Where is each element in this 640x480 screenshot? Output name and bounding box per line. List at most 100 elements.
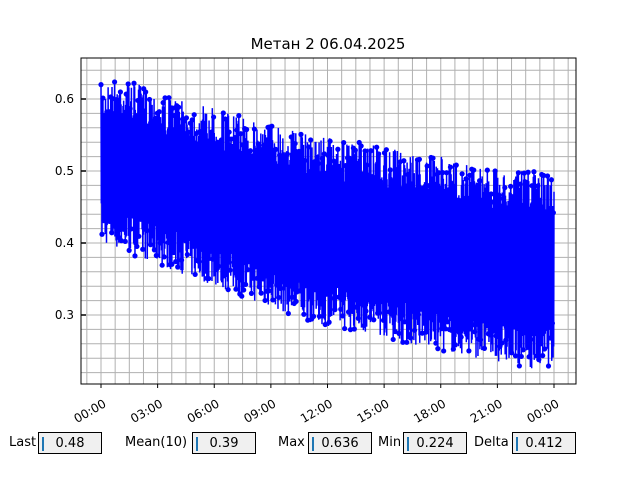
data-point	[340, 313, 346, 319]
data-point	[462, 324, 468, 330]
x-tick-label: 21:00	[468, 396, 505, 425]
data-point	[234, 127, 240, 133]
data-point	[364, 162, 370, 168]
data-point	[229, 248, 235, 255]
data-point	[133, 112, 139, 119]
data-point	[144, 123, 151, 129]
data-point	[405, 171, 411, 178]
data-point	[481, 345, 488, 351]
data-point	[488, 191, 494, 197]
data-point	[207, 144, 213, 151]
data-point	[423, 329, 429, 335]
x-tick-label: 00:00	[72, 396, 109, 425]
data-point	[465, 195, 471, 201]
data-point	[240, 142, 246, 148]
data-point	[134, 243, 140, 250]
data-point	[99, 231, 105, 237]
data-point	[310, 313, 317, 319]
max-value-field[interactable]: 0.636	[308, 432, 372, 454]
data-point	[508, 183, 514, 189]
data-point	[285, 310, 291, 317]
data-point	[122, 238, 128, 245]
data-point	[337, 175, 343, 181]
mean-value-field[interactable]: 0.39	[192, 432, 256, 454]
data-point	[354, 169, 360, 176]
data-point	[135, 97, 141, 104]
data-point	[211, 114, 217, 120]
data-point	[451, 183, 457, 189]
data-point	[479, 318, 486, 324]
data-point	[161, 254, 167, 260]
data-point	[373, 299, 379, 305]
data-point	[314, 278, 321, 284]
data-point	[351, 326, 357, 332]
data-point	[530, 326, 536, 332]
data-point	[477, 337, 484, 343]
data-point	[115, 97, 122, 103]
data-point	[158, 123, 164, 129]
data-point	[338, 306, 344, 312]
delta-value-field[interactable]: 0.412	[512, 432, 576, 454]
data-point	[310, 165, 316, 171]
data-point	[127, 106, 133, 112]
last-value-field[interactable]: 0.48	[38, 432, 102, 454]
data-point	[550, 210, 556, 216]
data-point	[153, 252, 159, 259]
data-point	[232, 135, 238, 141]
data-point	[323, 170, 329, 177]
data-point	[262, 297, 268, 304]
data-point	[219, 245, 225, 251]
data-point	[461, 195, 467, 202]
data-point	[389, 178, 395, 184]
data-point	[466, 348, 472, 354]
data-point	[464, 332, 470, 338]
min-value-field[interactable]: 0.224	[403, 432, 467, 454]
data-point	[383, 147, 389, 153]
data-point	[353, 304, 359, 310]
y-tick-label: 0.5	[55, 164, 74, 178]
data-point	[292, 140, 298, 147]
data-point	[509, 194, 516, 200]
data-point	[288, 134, 294, 140]
data-point	[509, 350, 515, 356]
data-point	[274, 282, 280, 288]
data-point	[526, 354, 532, 360]
data-point	[166, 95, 172, 101]
data-point	[326, 319, 332, 325]
data-point	[442, 188, 448, 195]
data-point	[445, 187, 452, 193]
data-point	[427, 314, 433, 320]
data-point	[197, 129, 203, 135]
data-point	[319, 155, 325, 162]
data-point	[277, 152, 283, 158]
data-point	[123, 91, 129, 97]
data-point	[317, 175, 323, 181]
data-point	[218, 137, 224, 143]
data-point	[355, 315, 361, 321]
data-point	[201, 120, 207, 126]
data-point	[118, 238, 124, 244]
data-point	[171, 249, 177, 256]
data-point	[236, 113, 242, 119]
data-point	[502, 185, 508, 191]
data-point	[376, 151, 382, 157]
data-point	[346, 155, 353, 161]
data-point	[384, 293, 390, 299]
data-point	[533, 188, 539, 194]
data-point	[432, 181, 438, 187]
data-point	[348, 174, 355, 180]
data-point	[144, 228, 150, 234]
data-point	[299, 280, 305, 286]
data-point	[329, 165, 335, 171]
data-point	[146, 96, 153, 103]
data-point	[238, 131, 244, 137]
data-point	[163, 225, 169, 231]
data-point	[523, 193, 529, 199]
data-point	[284, 151, 290, 157]
data-point	[169, 261, 175, 267]
data-point	[531, 169, 537, 175]
data-point	[270, 297, 276, 303]
data-point	[119, 113, 125, 119]
data-point	[463, 176, 469, 182]
data-point	[136, 233, 142, 239]
